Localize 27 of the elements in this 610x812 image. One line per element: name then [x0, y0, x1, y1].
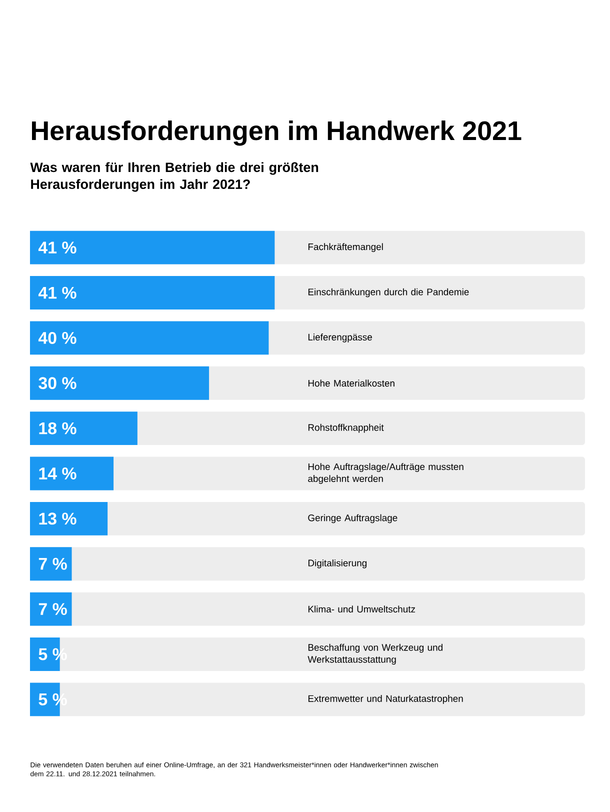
- y-tick-label: Einschränkungen durch die Pandemie: [308, 288, 469, 298]
- bar: [30, 412, 138, 446]
- y-tick-label: Hohe Materialkosten: [308, 380, 394, 387]
- y-tick-label: Geringe Auftragslage: [308, 514, 398, 524]
- y-tick-label: Fachkräftemangel: [308, 243, 383, 252]
- data-label: 7 %: [38, 558, 67, 570]
- data-label: 13 %: [39, 512, 76, 525]
- chart-title: Herausforderungen im Handwerk 2021: [32, 120, 522, 146]
- data-label: 7 %: [38, 603, 67, 615]
- data-label: 14 %: [39, 468, 76, 480]
- data-label: 30 %: [38, 377, 76, 390]
- y-tick-label: Klima- und Umweltschutz: [308, 606, 416, 613]
- data-label: 40 %: [38, 332, 76, 344]
- y-tick-label: Rohstoffknappheit: [308, 424, 384, 433]
- data-label: 41 %: [38, 286, 76, 299]
- chart-subtitle: Was waren für Ihren Betrieb die drei größten Herausforderungen im Jahr 2021?: [30, 162, 318, 192]
- y-tick-label: Extremwetter und Naturkatastrophen: [308, 694, 463, 704]
- bar: [30, 456, 114, 490]
- bar: [30, 502, 108, 536]
- data-label: 41 %: [38, 242, 76, 254]
- y-tick-label: Beschaffung von Werkzeug und Werkstattausstattung: [308, 644, 442, 665]
- y-tick-label: Lieferengpässe: [308, 334, 372, 342]
- data-label: 18 %: [39, 422, 76, 434]
- bar: [30, 592, 72, 626]
- y-tick-label: Digitalisierung: [308, 559, 367, 568]
- y-tick-label: Hohe Auftragslage/Aufträge mussten abgelehnt werden: [308, 463, 464, 484]
- bar: [30, 547, 72, 581]
